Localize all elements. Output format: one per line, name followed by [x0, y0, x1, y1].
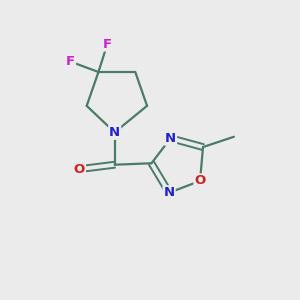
Text: N: N: [165, 132, 176, 145]
Text: O: O: [194, 174, 206, 188]
Text: N: N: [164, 186, 175, 199]
Text: N: N: [109, 126, 120, 139]
Text: F: F: [103, 38, 112, 50]
Text: O: O: [74, 163, 85, 176]
Text: F: F: [66, 55, 75, 68]
